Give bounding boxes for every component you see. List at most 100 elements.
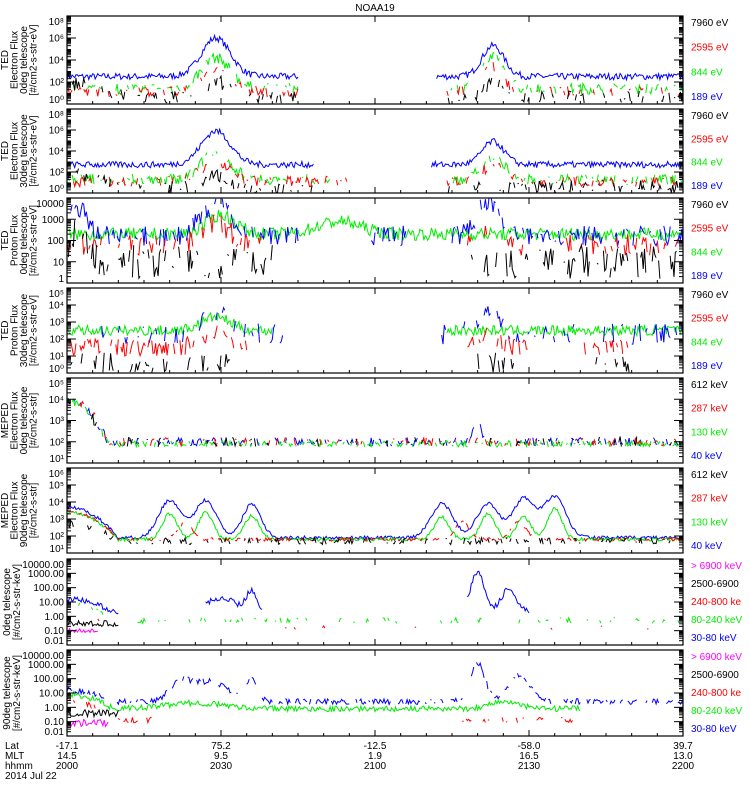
series-red-line <box>123 438 126 446</box>
series-black-line <box>152 92 158 99</box>
y-axis-label: 0deg telescope <box>19 386 30 454</box>
series-red-line <box>497 162 502 168</box>
series-blue-line <box>523 677 527 683</box>
series-black-line <box>463 537 466 544</box>
series-black-line <box>201 355 205 372</box>
series-green-line <box>126 85 130 90</box>
series-green-line <box>513 79 517 82</box>
series-blue-line <box>67 33 299 82</box>
series-red-line <box>88 245 91 250</box>
series-red-line <box>235 243 239 247</box>
x-tick-hhmm: 2100 <box>364 761 387 772</box>
series-red-line <box>129 340 135 354</box>
series-red-line <box>149 438 155 446</box>
x-tick-lat: 39.7 <box>673 741 693 752</box>
series-green-line <box>170 440 173 445</box>
series-black-line <box>103 529 108 536</box>
series-blue-line <box>463 321 466 328</box>
series-red-line <box>649 443 652 446</box>
series-red-line <box>456 86 461 96</box>
series-blue-line <box>479 424 485 439</box>
series-black-line <box>640 248 647 273</box>
series-green-line <box>78 602 81 606</box>
series-green-line <box>395 621 398 624</box>
series-black-line <box>488 352 497 373</box>
y-tick-label: 10⁴ <box>49 56 64 67</box>
series-red-line <box>377 537 388 541</box>
series-blue-line <box>278 700 283 705</box>
series-green-line <box>656 173 669 185</box>
series-green-line <box>635 440 652 448</box>
series-blue-line <box>665 438 669 445</box>
series-black-line <box>171 265 174 269</box>
series-red-line <box>116 537 120 541</box>
series-green-line <box>585 174 588 179</box>
series-blue-line <box>479 199 482 210</box>
series-blue-line <box>450 697 458 703</box>
series-black-line <box>488 437 493 446</box>
series-red-line <box>130 717 138 724</box>
series-black-line <box>80 353 83 364</box>
series-black-line <box>622 356 630 373</box>
series-green-line <box>142 440 148 448</box>
series-red-line <box>250 537 254 542</box>
series-red-line <box>639 86 644 91</box>
series-red-line <box>581 437 584 441</box>
series-black-line <box>250 185 253 193</box>
series-blue-line <box>469 427 475 439</box>
series-red-line <box>88 176 92 184</box>
series-red-line <box>531 181 534 185</box>
series-blue-line <box>632 439 635 442</box>
series-blue-line <box>67 127 314 170</box>
series-red-line <box>138 87 144 93</box>
series-black-line <box>102 174 108 184</box>
series-black-line <box>179 188 182 191</box>
series-black-line <box>164 250 167 262</box>
series-black-line <box>98 259 105 276</box>
series-red-line <box>179 340 183 356</box>
series-green-line <box>495 442 503 448</box>
legend-entry: 7960 eV <box>691 18 729 29</box>
series-red-line <box>536 717 544 721</box>
series-green-line <box>211 154 214 156</box>
series-blue-line <box>653 323 658 343</box>
series-red-line <box>135 178 139 185</box>
series-red-line <box>612 538 616 542</box>
series-green-line <box>192 167 196 178</box>
series-red-line <box>660 537 666 541</box>
series-black-line <box>315 438 319 447</box>
series-black-line <box>508 92 511 94</box>
series-red-line <box>578 182 585 188</box>
series-green-line <box>286 617 291 624</box>
series-black-line <box>638 537 643 544</box>
series-red-line <box>592 89 595 95</box>
series-black-line <box>232 249 237 266</box>
date-label: 2014 Jul 22 <box>5 771 57 782</box>
series-red-line <box>474 437 479 444</box>
series-black-line <box>296 538 301 545</box>
series-black-line <box>613 248 619 272</box>
y-tick-label: 10.00 <box>39 689 64 700</box>
series-red-line <box>117 717 120 721</box>
y-axis-label: 90deg telescope <box>2 656 13 730</box>
series-blue-line <box>149 689 168 705</box>
series-blue-line <box>215 312 218 321</box>
x-tick-hhmm: 2130 <box>518 761 541 772</box>
series-green-line <box>455 440 468 448</box>
series-blue-line <box>97 426 101 430</box>
series-red-line <box>79 400 85 408</box>
y-tick-label: 10⁶ <box>49 126 64 137</box>
y-tick-label: 10.00 <box>39 598 64 609</box>
series-black-line <box>162 537 172 544</box>
series-black-line <box>597 436 601 441</box>
legend-entry: 2500-6900 <box>691 670 739 681</box>
series-red-line <box>609 87 613 96</box>
series-green-line <box>619 84 626 90</box>
series-black-line <box>256 538 259 544</box>
legend-entry: 612 keV <box>691 470 728 481</box>
series-black-line <box>71 77 81 91</box>
series-black-line <box>128 540 132 545</box>
series-black-line <box>362 538 366 543</box>
series-blue-line <box>536 233 539 239</box>
series-red-line <box>550 627 553 630</box>
